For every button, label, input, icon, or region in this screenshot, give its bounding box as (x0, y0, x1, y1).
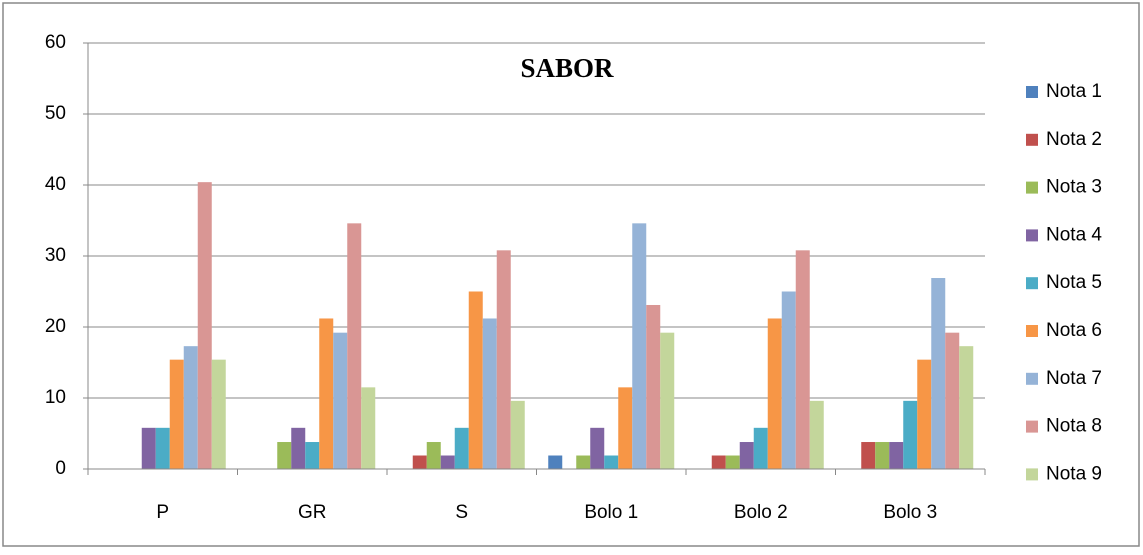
legend-swatch (1026, 372, 1038, 385)
bar (319, 318, 334, 469)
bar (767, 318, 782, 469)
legend-swatch (1026, 468, 1038, 481)
bar (781, 291, 796, 469)
bar (333, 332, 348, 469)
bar (646, 304, 661, 469)
legend-label: Nota 2 (1046, 129, 1102, 150)
y-tick-label: 10 (45, 387, 66, 408)
bar (440, 455, 455, 469)
legend-swatch (1026, 420, 1038, 433)
bar (169, 359, 184, 469)
bar (305, 442, 320, 469)
bar (931, 278, 946, 469)
bar (739, 442, 754, 469)
bar (660, 332, 675, 469)
bar (197, 182, 212, 469)
bar (183, 346, 198, 469)
bar (889, 442, 904, 469)
legend-label: Nota 5 (1046, 272, 1102, 293)
bar (482, 318, 497, 469)
bar (412, 455, 427, 469)
x-tick-label: Bolo 2 (734, 502, 788, 523)
bar (347, 223, 362, 469)
y-tick-label: 50 (45, 103, 66, 124)
bar (903, 400, 918, 469)
bar (618, 387, 633, 469)
bar (361, 387, 376, 469)
y-tick-label: 20 (45, 316, 66, 337)
bar (496, 250, 511, 469)
bar (725, 455, 740, 469)
bar (468, 291, 483, 469)
bar (875, 442, 890, 469)
legend-swatch (1026, 277, 1038, 290)
bar (753, 427, 768, 469)
legend-swatch (1026, 229, 1038, 242)
bar (510, 400, 525, 469)
bar (809, 400, 824, 469)
bar (211, 359, 226, 469)
bar (426, 442, 441, 469)
bar (795, 250, 810, 469)
bar (711, 455, 726, 469)
legend-swatch (1026, 86, 1038, 98)
x-tick-label: P (156, 502, 169, 523)
bar (141, 427, 156, 469)
bar (155, 427, 170, 469)
legend-swatch (1026, 181, 1038, 194)
legend-label: Nota 9 (1046, 463, 1102, 484)
bar (959, 346, 974, 469)
bar (576, 455, 591, 469)
bar (548, 455, 563, 469)
x-tick-label: Bolo 1 (584, 502, 638, 523)
bar (291, 427, 306, 469)
bar (604, 455, 619, 469)
legend-label: Nota 3 (1046, 177, 1102, 198)
y-tick-label: 60 (45, 32, 66, 53)
bar (917, 359, 932, 469)
legend-label: Nota 4 (1046, 224, 1102, 245)
bar (861, 442, 876, 469)
legend-label: Nota 6 (1046, 320, 1102, 341)
legend-label: Nota 1 (1046, 81, 1102, 102)
x-tick-label: GR (298, 502, 327, 523)
y-tick-label: 0 (55, 458, 66, 479)
legend-label: Nota 7 (1046, 368, 1102, 389)
bar (590, 427, 605, 469)
bar (454, 427, 469, 469)
legend-label: Nota 8 (1046, 416, 1102, 437)
x-tick-label: S (455, 502, 468, 523)
y-tick-label: 40 (45, 174, 66, 195)
legend-swatch (1026, 133, 1038, 146)
bar (945, 332, 960, 469)
chart-title: SABOR (520, 53, 614, 83)
legend-swatch (1026, 325, 1038, 337)
y-tick-label: 30 (45, 245, 66, 266)
bar (632, 223, 647, 469)
x-tick-label: Bolo 3 (883, 502, 937, 523)
bar (277, 442, 292, 469)
